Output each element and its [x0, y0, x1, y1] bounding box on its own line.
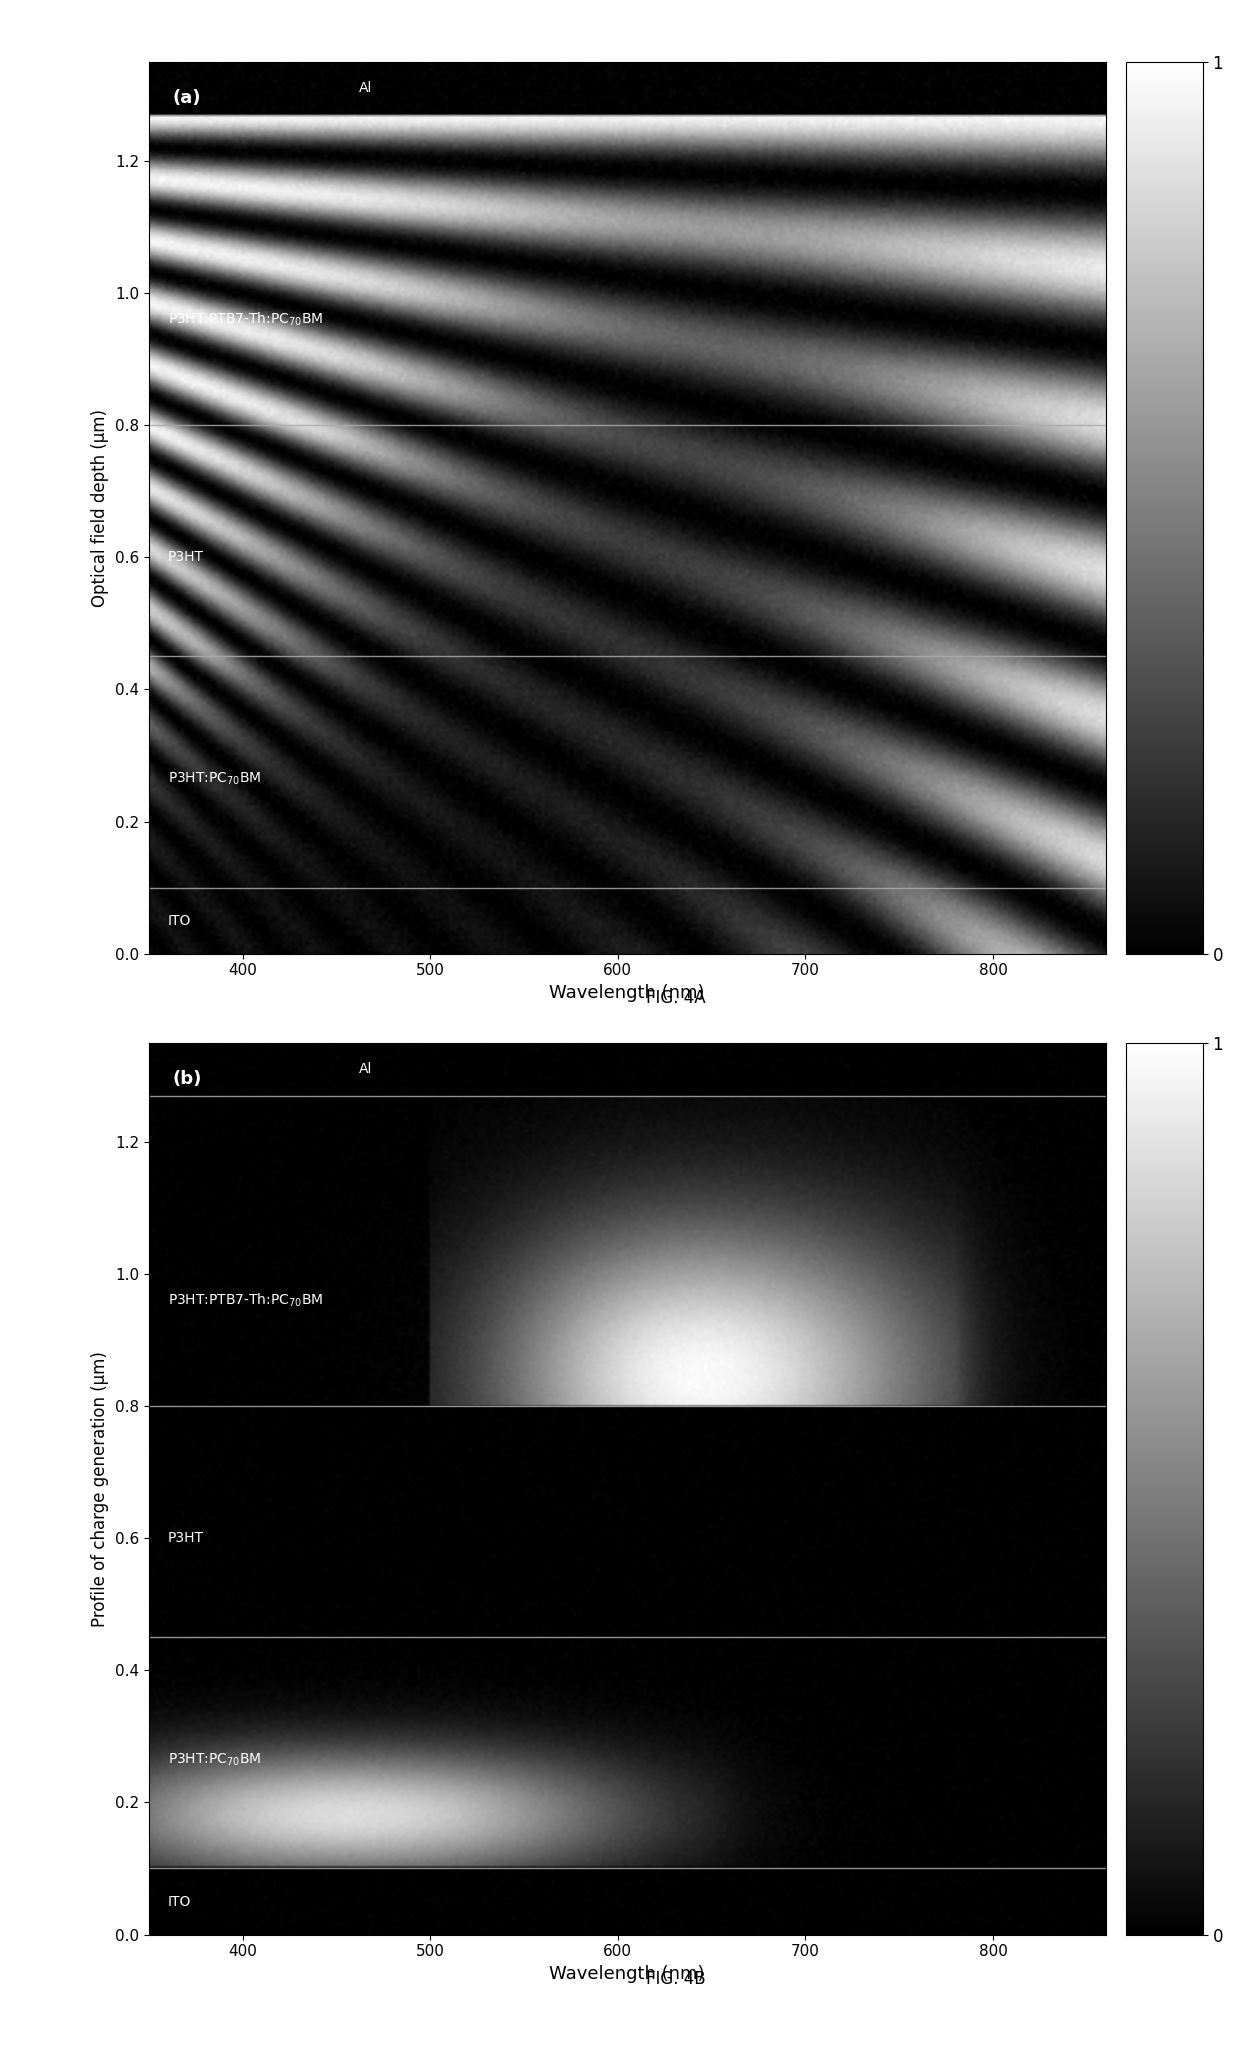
Text: P3HT:PTB7-Th:PC$_{70}$BM: P3HT:PTB7-Th:PC$_{70}$BM	[167, 312, 324, 328]
Text: P3HT:PC$_{70}$BM: P3HT:PC$_{70}$BM	[167, 770, 262, 787]
Text: (b): (b)	[172, 1070, 202, 1088]
Y-axis label: Profile of charge generation (μm): Profile of charge generation (μm)	[92, 1351, 109, 1627]
Text: FIG. 4A: FIG. 4A	[646, 989, 706, 1008]
Text: ITO: ITO	[167, 1894, 191, 1908]
X-axis label: Wavelength (nm): Wavelength (nm)	[549, 983, 706, 1002]
Text: P3HT: P3HT	[167, 551, 203, 564]
Text: P3HT:PTB7-Th:PC$_{70}$BM: P3HT:PTB7-Th:PC$_{70}$BM	[167, 1293, 324, 1309]
Text: P3HT: P3HT	[167, 1532, 203, 1545]
Text: (a): (a)	[172, 89, 201, 107]
X-axis label: Wavelength (nm): Wavelength (nm)	[549, 1964, 706, 1982]
Y-axis label: Optical field depth (μm): Optical field depth (μm)	[92, 409, 109, 607]
Text: P3HT:PC$_{70}$BM: P3HT:PC$_{70}$BM	[167, 1751, 262, 1768]
Text: Al: Al	[360, 81, 373, 95]
Text: FIG. 4B: FIG. 4B	[646, 1970, 706, 1989]
Text: ITO: ITO	[167, 913, 191, 927]
Text: Al: Al	[360, 1061, 373, 1076]
